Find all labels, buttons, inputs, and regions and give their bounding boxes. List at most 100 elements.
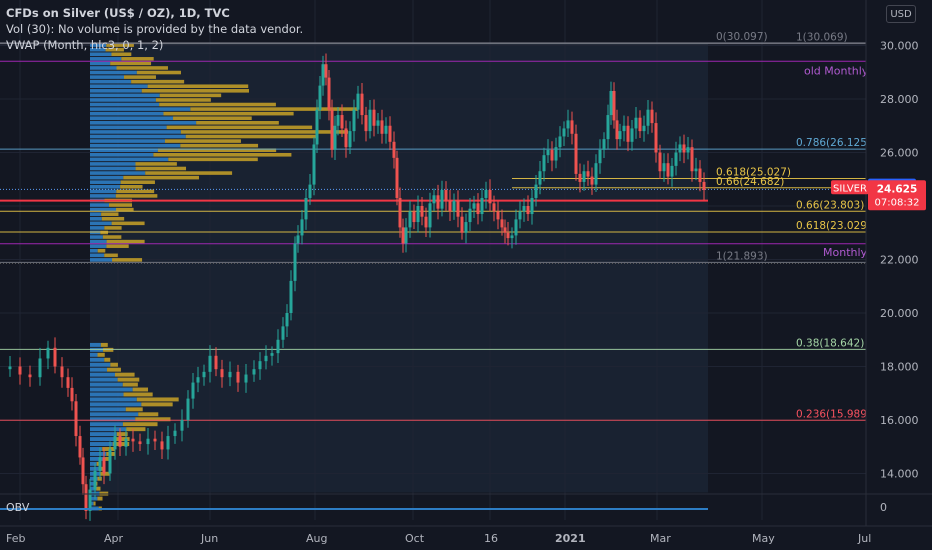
candle-body — [666, 163, 670, 177]
volume-profile-bar-blue — [90, 57, 122, 61]
volume-profile-bar-gold — [105, 47, 124, 52]
volume-profile-bar-blue — [90, 212, 102, 216]
volume-profile-bar-blue — [90, 166, 136, 171]
candle-body — [318, 85, 322, 110]
current-price-tag-price: 24.625 — [877, 183, 918, 195]
time-axis-label: May — [752, 532, 775, 545]
volume-profile-bar-gold — [185, 134, 317, 139]
candle-body — [606, 115, 610, 140]
currency-button[interactable]: USD — [886, 5, 916, 23]
volume-profile-bar-gold — [135, 166, 187, 171]
volume-profile-bar-gold — [136, 397, 179, 402]
volume-profile-bar-gold — [123, 175, 199, 180]
candle-body — [244, 374, 248, 383]
candle-body — [336, 115, 340, 126]
volume-profile-bar-gold — [116, 66, 168, 70]
volume-profile-bar-gold — [126, 427, 146, 432]
volume-profile-bar-gold — [121, 57, 154, 61]
volume-profile-bar-gold — [101, 212, 119, 216]
volume-profile-bar-blue — [90, 451, 107, 456]
candle-body — [658, 152, 662, 172]
price-axis-tick: 30.000 — [880, 40, 919, 53]
volume-profile-bar-blue — [90, 84, 148, 89]
legend-title[interactable]: CFDs on Silver (US$ / OZ), 1D, TVC — [6, 6, 230, 20]
candle-body — [578, 173, 582, 182]
candle-body — [690, 147, 694, 172]
candle-body — [324, 64, 328, 78]
volume-profile-bar-gold — [180, 130, 349, 134]
candle-body — [612, 90, 616, 121]
volume-profile-bar-gold — [115, 437, 130, 442]
volume-profile-bar-blue — [90, 382, 123, 387]
candle-body — [412, 211, 416, 223]
volume-profile-bar-blue — [90, 143, 181, 148]
current-price-tag — [868, 180, 926, 211]
time-axis-label: Feb — [6, 532, 25, 545]
candle-body — [558, 136, 562, 148]
candle-body — [88, 489, 92, 511]
volume-profile-bar-blue — [90, 98, 156, 102]
volume-profile-bar-blue — [90, 481, 96, 486]
level-label-fib-1-bottom: 1(21.893) — [716, 250, 768, 262]
price-axis-tick: 26.000 — [880, 147, 919, 160]
volume-profile-bar-gold — [115, 194, 158, 198]
volume-profile-bar-blue — [90, 486, 97, 491]
volume-profile-bar-gold — [120, 184, 143, 189]
candle-body — [436, 195, 440, 209]
obv-indicator-label[interactable]: OBV — [6, 501, 30, 514]
volume-profile-bar-blue — [90, 235, 103, 239]
candle-body — [646, 109, 650, 126]
candle-body — [252, 369, 256, 375]
price-axis — [866, 0, 932, 550]
volume-profile-bar-blue — [90, 89, 142, 93]
candle-body — [300, 219, 304, 236]
volume-profile-bar-blue — [90, 184, 121, 189]
candle-body — [662, 163, 666, 172]
candle-body — [404, 227, 408, 244]
volume-profile-bar-blue — [90, 130, 181, 134]
legend-vwap[interactable]: VWAP (Month, hlc3, 0, 1, 2) — [6, 38, 164, 52]
volume-profile-bar-gold — [106, 239, 145, 244]
volume-profile-bar-blue — [90, 248, 98, 253]
candle-body — [81, 457, 85, 485]
candle-body — [202, 371, 206, 378]
legend-volume[interactable]: Vol (30): No volume is provided by the d… — [6, 22, 304, 36]
volume-profile-bar-blue — [90, 171, 146, 175]
volume-profile-bar-gold — [111, 221, 145, 226]
price-axis-tick: 18.000 — [880, 361, 919, 374]
candle-body — [131, 438, 135, 442]
candle-body — [472, 203, 476, 209]
volume-profile-bar-blue — [90, 175, 124, 180]
volume-profile-bar-blue — [90, 139, 165, 143]
volume-profile-bar-blue — [90, 501, 94, 506]
volume-profile-bar-blue — [90, 392, 124, 397]
candle-body — [609, 90, 613, 116]
candle-body — [276, 339, 280, 354]
volume-profile-bar-gold — [104, 357, 111, 362]
candle-body — [526, 206, 530, 215]
volume-profile-bar-gold — [97, 352, 105, 357]
volume-profile-bar-blue — [90, 456, 106, 461]
candle-body — [546, 149, 550, 156]
time-axis-label: Jul — [857, 532, 871, 545]
volume-profile-bar-gold — [147, 84, 249, 89]
candle-body — [582, 171, 586, 182]
volume-profile-bar-blue — [90, 125, 167, 130]
candle-body — [285, 313, 289, 327]
candle-body — [503, 227, 507, 233]
candle-body — [327, 77, 331, 110]
candle-body — [380, 120, 384, 134]
candle-body — [352, 109, 356, 132]
candle-body — [464, 222, 468, 233]
candle-body — [694, 168, 698, 172]
volume-profile-bar-blue — [90, 437, 116, 442]
candle-body — [538, 171, 542, 185]
volume-profile-bar-blue — [90, 244, 107, 248]
candle-body — [514, 219, 518, 236]
volume-profile-bar-blue — [90, 180, 121, 184]
level-label-fib-1-top: 1(30.069) — [796, 32, 848, 44]
volume-profile-bar-gold — [102, 235, 122, 239]
candle-body — [113, 436, 117, 450]
